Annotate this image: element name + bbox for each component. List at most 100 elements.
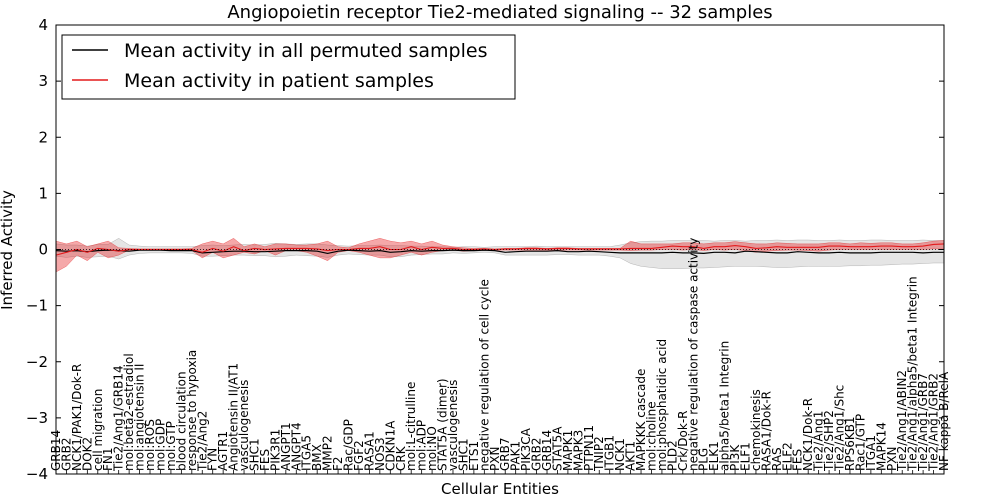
x-tick-label: PLD2 xyxy=(665,440,679,471)
x-tick-label: FYN xyxy=(206,448,220,471)
x-tick-label: PAK1 xyxy=(509,441,523,471)
y-tick-label: 3 xyxy=(38,72,48,90)
x-tick-label: blood circulation xyxy=(174,371,188,471)
x-tick-label: STAT5A xyxy=(551,426,565,471)
x-tick-label: PTPN11 xyxy=(582,425,596,471)
x-tick-label: mol:NO xyxy=(425,426,439,471)
x-tick-label: Angiotensin II/AT1 xyxy=(227,363,241,471)
x-tick-label: alpha5/beta1 Integrin xyxy=(718,341,732,471)
x-tick-label: Rac1/GTP xyxy=(853,414,867,471)
x-tick-label: PIK3CA xyxy=(519,427,533,471)
series-line-permuted xyxy=(55,249,944,255)
x-tick-label: cell migration xyxy=(91,389,105,471)
x-tick-label: Tie2/Ang1/alpha5/beta1 Integrin xyxy=(906,276,920,472)
x-tick-label: mol:choline xyxy=(645,401,659,471)
x-tick-label: SHC1 xyxy=(456,438,470,471)
x-tick-label: Tie2/Ang1/GRB14 xyxy=(112,365,126,472)
x-tick-label: NCK1/Dok-R xyxy=(801,398,815,471)
x-tick-label: F2 xyxy=(331,456,345,471)
x-axis-label: Cellular Entities xyxy=(441,480,559,498)
x-tick-label: NCK1 xyxy=(613,438,627,471)
y-axis-label: Inferred Activity xyxy=(0,190,16,310)
x-tick-label: RAS xyxy=(770,447,784,471)
chart-title: Angiopoietin receptor Tie2-mediated sign… xyxy=(227,2,772,23)
x-tick-label: GRB14 xyxy=(49,430,63,471)
y-tick-label: −3 xyxy=(26,409,48,427)
x-tick-label: Crk/Dok-R xyxy=(676,410,690,471)
legend-label-permuted: Mean activity in all permuted samples xyxy=(124,40,487,62)
x-tick-label: ITGA1 xyxy=(864,435,878,471)
x-tick-label: FES xyxy=(258,449,272,471)
x-tick-label: mol:phosphatidic acid xyxy=(655,339,669,471)
legend: Mean activity in all permuted samples Me… xyxy=(61,34,516,100)
x-tick-label: mol:GDP xyxy=(154,419,168,471)
x-tick-label: GRB2 xyxy=(59,437,73,471)
x-tick-label: PXN xyxy=(885,447,899,471)
x-tick-label: BMX xyxy=(310,444,324,471)
x-tick-label: AKT1 xyxy=(624,441,638,471)
x-tick-label: Tie2/Ang1/GRB2 xyxy=(927,373,941,472)
x-tick-label: CDKN1A xyxy=(383,420,397,471)
x-tick-label: Rac/GDP xyxy=(342,419,356,471)
x-tick-label: mol:beta2-estradiol xyxy=(122,353,136,471)
x-tick-label: DOK2 xyxy=(80,437,94,471)
x-tick-label: ETS1 xyxy=(467,441,481,471)
x-tick-label: Tie2/Ang1/Shc xyxy=(833,385,847,472)
x-tick-label: PIK3R1 xyxy=(268,429,282,471)
x-tick-label: RPS6KB1 xyxy=(843,416,857,471)
legend-label-patient: Mean activity in patient samples xyxy=(124,70,434,92)
x-tick-label: ITGA5 xyxy=(300,435,314,471)
y-tick-label: −1 xyxy=(26,297,48,315)
x-tick-label: ANGPT1 xyxy=(279,422,293,471)
x-tick-label: PI3K xyxy=(728,444,742,471)
x-tick-label: Tie2/SHP2 xyxy=(822,410,836,472)
confidence-bands xyxy=(55,238,945,273)
x-tick-label: mol:ROS xyxy=(143,419,157,471)
y-tick-label: 0 xyxy=(38,241,48,259)
x-tick-label: chemokinesis xyxy=(749,389,763,471)
y-tick-label: 2 xyxy=(38,128,48,146)
x-tick-label: Tie2/Ang1 xyxy=(812,411,826,472)
x-tick-label: TNIP2 xyxy=(592,436,606,472)
x-tick-label: ANGPT4 xyxy=(289,422,303,471)
x-tick-label: ITGB1 xyxy=(603,435,617,471)
x-tick-label: FN1 xyxy=(101,447,115,471)
x-tick-label: RASA1/Dok-R xyxy=(759,391,773,471)
x-tick-label: vasculogenesis xyxy=(237,380,251,471)
y-tick-label: −4 xyxy=(26,465,48,483)
x-tick-label: NF kappa B/RelA xyxy=(937,371,951,471)
y-axis-ticks: 4 3 2 1 0 −1 −2 −3 −4 xyxy=(26,16,944,483)
x-tick-label: ELK1 xyxy=(707,441,721,471)
legend-box xyxy=(61,34,516,100)
x-tick-label: MMP2 xyxy=(321,435,335,471)
x-tick-label: FGF2 xyxy=(352,440,366,471)
x-tick-label: NCK1/PAK1/Dok-R xyxy=(70,364,84,471)
x-tick-label: mol:angiotensin II xyxy=(133,364,147,471)
x-tick-label: FES xyxy=(791,449,805,471)
x-tick-label: negative regulation of caspase activity xyxy=(686,238,700,471)
x-tick-label: GRB14 xyxy=(540,430,554,471)
x-tick-label: AGTR1 xyxy=(216,431,230,471)
band-permuted xyxy=(55,238,945,269)
x-tick-label: GRB2 xyxy=(530,437,544,471)
x-tick-label: negative regulation of cell cycle xyxy=(477,279,491,471)
y-tick-label: 4 xyxy=(38,16,48,34)
x-tick-label: NOS3 xyxy=(373,437,387,471)
x-tick-label: ELF2 xyxy=(780,442,794,471)
x-tick-label: SHC1 xyxy=(248,438,262,471)
x-tick-label: Tie2/Ang1/ABIN2 xyxy=(895,370,909,472)
x-tick-label: GRB7 xyxy=(498,437,512,471)
x-tick-label: CRK xyxy=(394,445,408,471)
y-tick-label: 1 xyxy=(38,184,48,202)
x-tick-label: Tie2/Ang2 xyxy=(195,411,209,472)
x-tick-label: MAPK14 xyxy=(874,422,888,471)
x-tick-label: mol:L-citrulline xyxy=(404,382,418,471)
y-tick-label: −2 xyxy=(26,353,48,371)
x-tick-label: mol:ADP xyxy=(415,420,429,471)
x-tick-label: RASA1 xyxy=(362,431,376,471)
x-tick-label: STAT5A (dimer) xyxy=(436,378,450,471)
x-tick-label: PLG xyxy=(697,448,711,471)
x-tick-label: response to hypoxia xyxy=(185,350,199,471)
